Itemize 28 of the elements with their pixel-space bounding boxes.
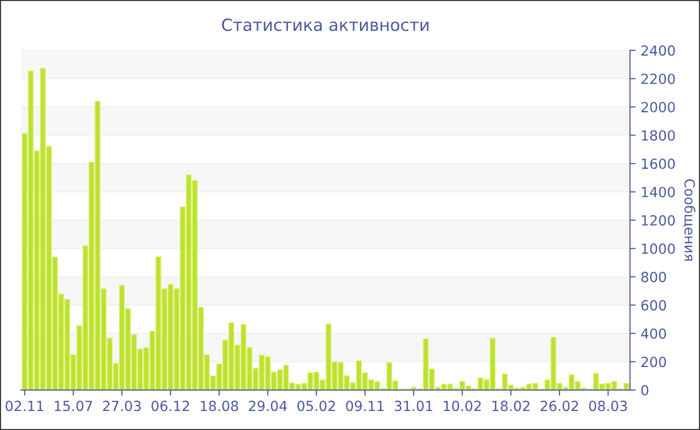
x-tick-label: 27.03 <box>103 400 141 412</box>
x-tick-label: 09.11 <box>346 400 384 412</box>
y-tick-label: 2400 <box>641 45 675 56</box>
y-tick-label: 600 <box>641 300 666 311</box>
y-tick-label: 1000 <box>642 243 675 254</box>
x-tick-label: 31.01 <box>394 400 432 412</box>
x-tick-label: 08.03 <box>589 400 627 412</box>
y-axis-title: Сообщения <box>682 179 696 261</box>
x-tick-label: 26.02 <box>540 400 578 412</box>
x-tick-label: 18.02 <box>492 400 530 412</box>
y-tick-label: 400 <box>641 328 666 339</box>
y-tick-label: 2000 <box>641 102 675 112</box>
x-tick-label: 05.02 <box>297 400 335 412</box>
y-tick-label: 1400 <box>642 186 675 198</box>
x-tick-label: 02.11 <box>6 400 44 412</box>
y-tick-label: 200 <box>641 356 666 368</box>
x-tick-label: 15.07 <box>54 400 92 412</box>
y-tick-label: 1800 <box>642 130 675 141</box>
y-tick-label: 1600 <box>642 158 675 170</box>
y-tick-label: 0 <box>641 384 648 396</box>
y-tick-label: 800 <box>641 272 666 282</box>
x-tick-label: 10.02 <box>444 400 481 412</box>
chart-title: Статистика активности <box>222 18 428 32</box>
y-tick-label: 2200 <box>641 74 675 84</box>
y-tick-label: 1200 <box>642 215 675 226</box>
x-tick-label: 06.12 <box>152 400 190 412</box>
x-tick-label: 18.08 <box>200 400 238 412</box>
x-tick-label: 29.04 <box>248 400 287 412</box>
